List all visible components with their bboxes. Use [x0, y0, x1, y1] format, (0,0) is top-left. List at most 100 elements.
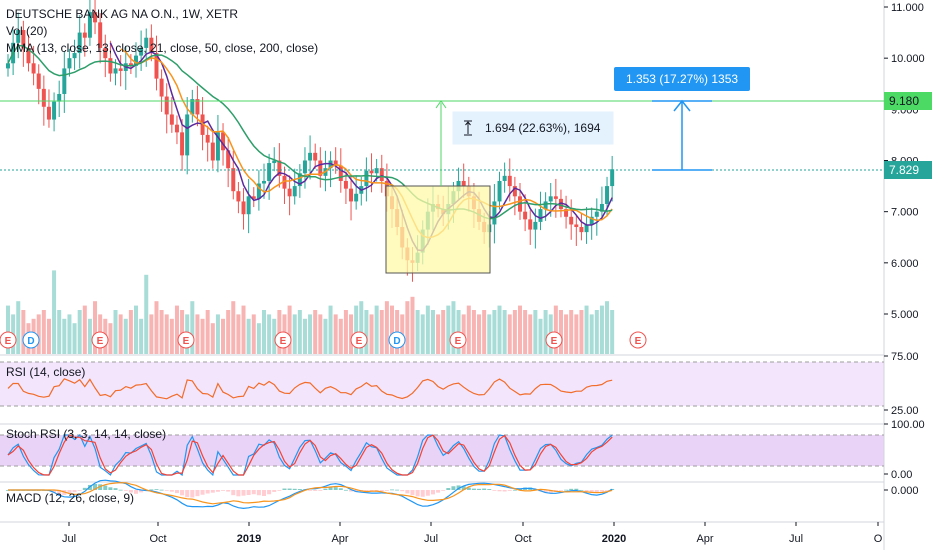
- candle-body: [21, 30, 26, 48]
- volume-bar: [446, 305, 451, 354]
- candle-body: [333, 160, 338, 166]
- volume-bar: [477, 314, 482, 354]
- volume-bar: [231, 301, 236, 354]
- volume-bar: [359, 301, 364, 354]
- indicator-axes[interactable]: 75.00 25.00 100.00 0.00 0.000: [884, 351, 925, 497]
- macd-histogram-bar: [164, 490, 169, 491]
- event-marker-e: E: [350, 331, 368, 349]
- macd-histogram-bar: [430, 490, 435, 495]
- volume-bar: [584, 305, 589, 354]
- macd-histogram-bar: [599, 490, 604, 492]
- stoch-legend[interactable]: Stoch RSI (3, 3, 14, 14, close): [6, 427, 166, 441]
- candle-body: [87, 12, 92, 38]
- macd-signal-line: [8, 482, 613, 505]
- rsi-legend[interactable]: RSI (14, close): [6, 365, 85, 379]
- mma-legend[interactable]: MMA (13, close, 13, close, 21, close, 50…: [6, 41, 318, 55]
- macd-histogram-bar: [405, 490, 410, 494]
- price-tick-label: 11.000: [891, 2, 924, 14]
- volume-bar: [272, 318, 277, 354]
- macd-histogram-bar: [451, 486, 456, 490]
- macd-histogram-bar: [594, 490, 599, 493]
- volume-bar: [169, 318, 174, 354]
- volume-bar: [144, 274, 149, 354]
- macd-histogram-bar: [343, 489, 348, 491]
- volume-bar: [574, 314, 579, 354]
- time-axis[interactable]: Jul Oct 2019 Apr Jul Oct 2020 Apr Jul O: [62, 522, 883, 545]
- macd-histogram-bar: [507, 490, 512, 491]
- macd-histogram-bar: [72, 490, 77, 493]
- candle-body: [523, 211, 528, 220]
- macd-histogram-bar: [215, 490, 220, 492]
- event-circle: [388, 331, 406, 349]
- measure-label-box[interactable]: [614, 67, 750, 91]
- candle-body: [128, 63, 133, 66]
- volume-bar: [6, 305, 10, 354]
- volume-bar: [415, 310, 420, 354]
- candle-body: [200, 114, 205, 135]
- macd-histogram-bar: [564, 489, 569, 491]
- volume-bar: [139, 318, 144, 354]
- macd-legend[interactable]: MACD (12, 26, close, 9): [6, 491, 134, 505]
- time-tick-label: Jul: [62, 533, 76, 545]
- time-tick-label: 2019: [237, 533, 261, 545]
- volume-bar: [605, 301, 610, 354]
- volume-bar: [154, 301, 159, 354]
- candle-body: [343, 180, 348, 189]
- chart-title[interactable]: DEUTSCHE BANK AG NA O.N., 1W, XETR: [6, 7, 238, 21]
- volume-bar: [205, 310, 210, 354]
- candle-body: [272, 160, 277, 164]
- ma21-line: [120, 48, 613, 239]
- volume-bar: [41, 310, 46, 354]
- candle-body: [67, 58, 72, 69]
- candle-body: [548, 196, 553, 202]
- range-label-box[interactable]: [452, 111, 614, 145]
- macd-histogram-bar: [231, 490, 236, 496]
- macd-histogram-bar: [569, 488, 574, 490]
- candle-body: [195, 99, 200, 115]
- macd-histogram-bar: [364, 490, 369, 492]
- candle-body: [159, 78, 164, 97]
- candle-body: [72, 53, 77, 59]
- macd-histogram-bar: [308, 490, 313, 491]
- macd-histogram-bar: [272, 490, 277, 492]
- volume-bar: [390, 305, 394, 354]
- candle-body: [599, 203, 604, 212]
- macd-histogram-bar: [52, 490, 57, 493]
- candle-body: [589, 216, 594, 225]
- macd-histogram-bar: [410, 490, 415, 496]
- volume-bar: [579, 310, 584, 354]
- rsi-line: [7, 378, 613, 400]
- volume-bar: [297, 310, 302, 354]
- candle-body: [77, 32, 82, 54]
- candle-body: [103, 47, 108, 59]
- volume-bar: [277, 310, 282, 354]
- volume-legend[interactable]: Vol (20): [6, 24, 47, 38]
- event-label: E: [455, 336, 462, 347]
- macd-histogram-bar: [251, 490, 256, 495]
- volume-bar: [77, 310, 82, 354]
- macd-histogram-bar: [471, 488, 476, 490]
- macd-histogram-bar: [287, 488, 292, 490]
- date-price-range-box[interactable]: [385, 185, 491, 274]
- volume-bar: [287, 305, 292, 354]
- candle-body: [62, 68, 67, 94]
- price-tick-label: 5.000: [891, 309, 919, 321]
- macd-histogram-bar: [77, 490, 82, 491]
- macd-histogram-bar: [236, 490, 241, 497]
- volume-bar: [113, 310, 118, 354]
- candle-body: [584, 224, 589, 233]
- event-label: D: [27, 336, 34, 347]
- time-tick-label: Oct: [149, 533, 166, 545]
- volume-bar: [328, 305, 333, 354]
- candle-body: [241, 201, 246, 215]
- volume-bar: [57, 310, 62, 354]
- macd-histogram-bar: [482, 488, 487, 490]
- candle-body: [215, 132, 220, 161]
- time-tick-label: Oct: [514, 533, 531, 545]
- volume-bar: [236, 314, 241, 354]
- candle-body: [497, 180, 502, 202]
- candle-body: [154, 53, 159, 79]
- range-label-text: 1.694 (22.63%), 1694: [485, 121, 601, 135]
